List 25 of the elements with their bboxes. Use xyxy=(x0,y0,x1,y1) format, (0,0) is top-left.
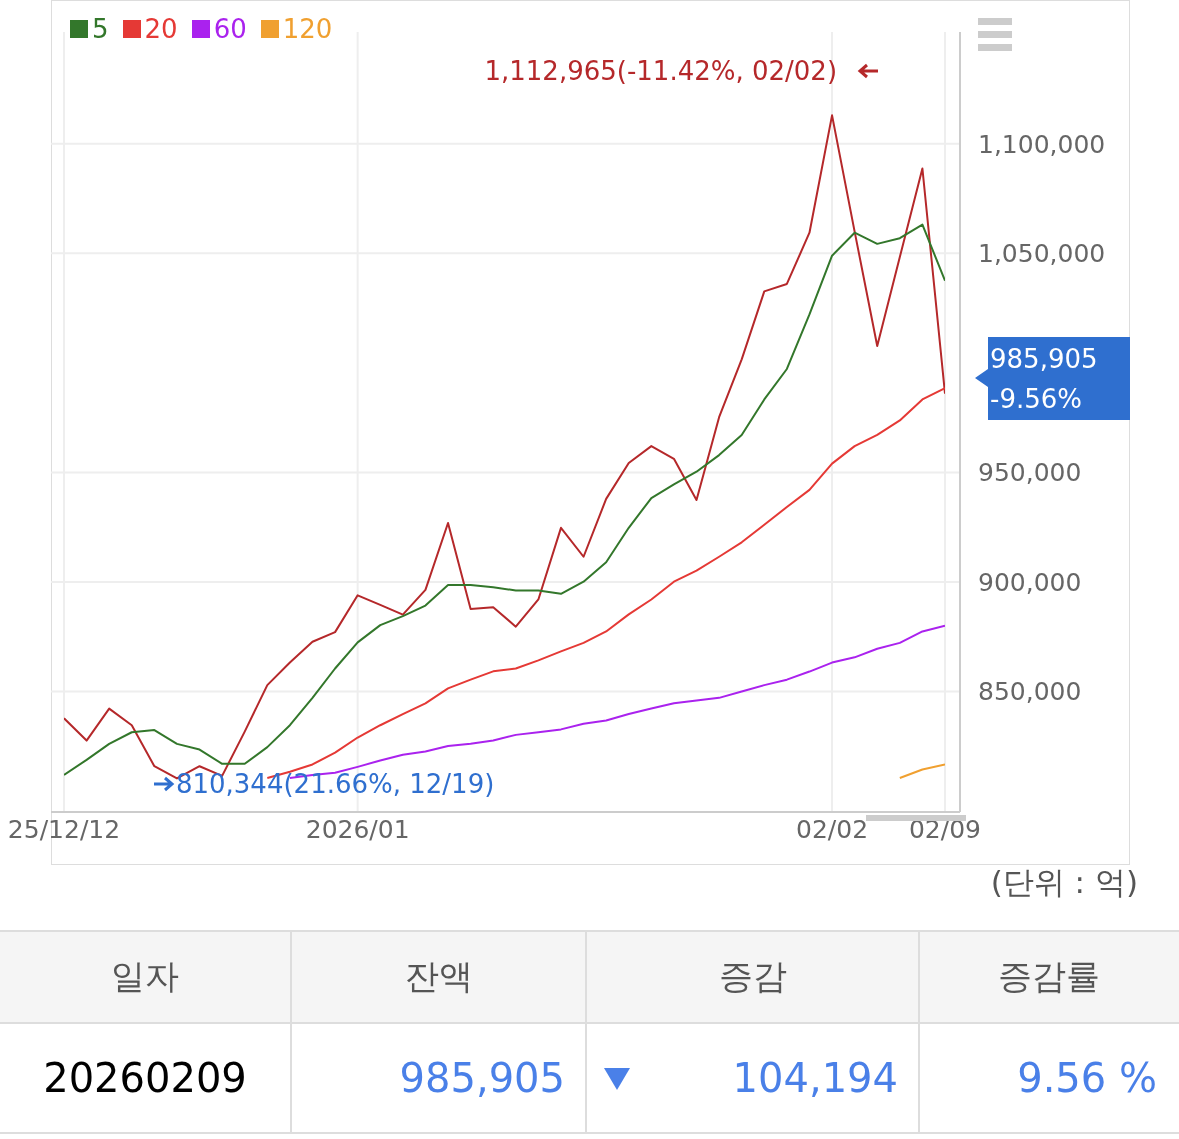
annotation: 810,344(21.66%, 12/19) xyxy=(175,769,495,800)
text: 증감률 xyxy=(996,955,1101,998)
legend-label: 20 xyxy=(143,14,178,44)
text: 잔액 xyxy=(292,932,587,1022)
text: 9.56 % xyxy=(1016,1054,1158,1103)
text: 985,905 xyxy=(292,1024,587,1132)
text: 20260209 xyxy=(0,1024,292,1132)
y-tick-label: 850,000 xyxy=(978,677,1082,707)
text: (단위 : 억) xyxy=(990,863,1138,902)
legend-label: 5 xyxy=(91,14,109,44)
y-tick-label: 900,000 xyxy=(978,567,1082,597)
x-tick-label: 02/02 xyxy=(796,814,869,844)
legend-label: 120 xyxy=(281,14,333,44)
annotation: 1,112,965(-11.42%, 02/02) xyxy=(484,55,838,86)
y-tick-label: 950,000 xyxy=(978,458,1082,488)
text: 증감 xyxy=(587,932,920,1022)
x-tick-label: 25/12/12 xyxy=(7,814,121,844)
x-tick-label: 02/09 xyxy=(908,814,982,844)
y-tick-label: 1,100,000 xyxy=(978,129,1106,159)
text: 일자 xyxy=(0,932,292,1022)
annotation: 985,905 -9.56% xyxy=(990,342,1099,416)
text: 104,194 xyxy=(587,1024,920,1132)
legend-label: 60 xyxy=(212,14,247,44)
y-tick-label: 1,050,000 xyxy=(978,239,1106,269)
x-tick-label: 2026/01 xyxy=(305,814,410,844)
